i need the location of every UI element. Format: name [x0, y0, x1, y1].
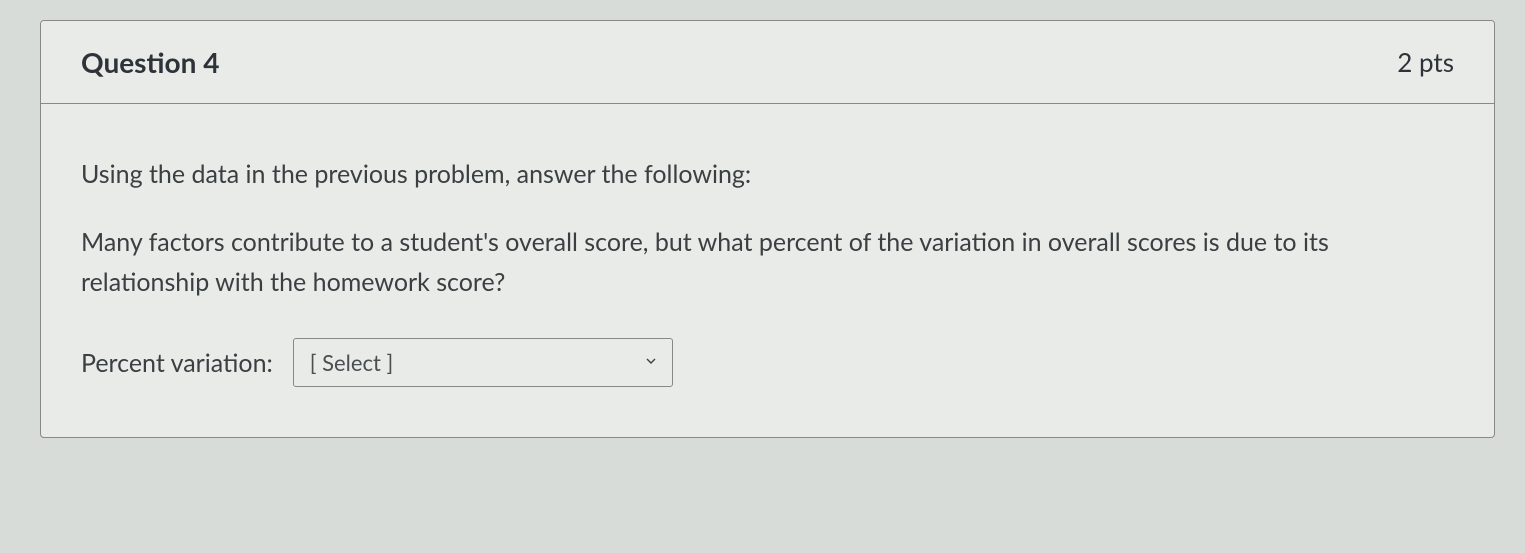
question-card: Question 4 2 pts Using the data in the p…: [40, 20, 1495, 438]
question-header: Question 4 2 pts: [41, 21, 1494, 104]
select-wrapper: [ Select ]: [293, 338, 673, 387]
answer-row: Percent variation: [ Select ]: [81, 338, 1454, 387]
question-prompt-text: Many factors contribute to a student's o…: [81, 222, 1454, 302]
question-body: Using the data in the previous problem, …: [41, 104, 1494, 437]
question-intro-text: Using the data in the previous problem, …: [81, 154, 1454, 194]
question-title: Question 4: [81, 45, 219, 79]
percent-variation-select[interactable]: [ Select ]: [293, 338, 673, 387]
answer-label: Percent variation:: [81, 348, 273, 378]
question-points: 2 pts: [1397, 46, 1454, 78]
select-placeholder-text: [ Select ]: [310, 349, 393, 376]
